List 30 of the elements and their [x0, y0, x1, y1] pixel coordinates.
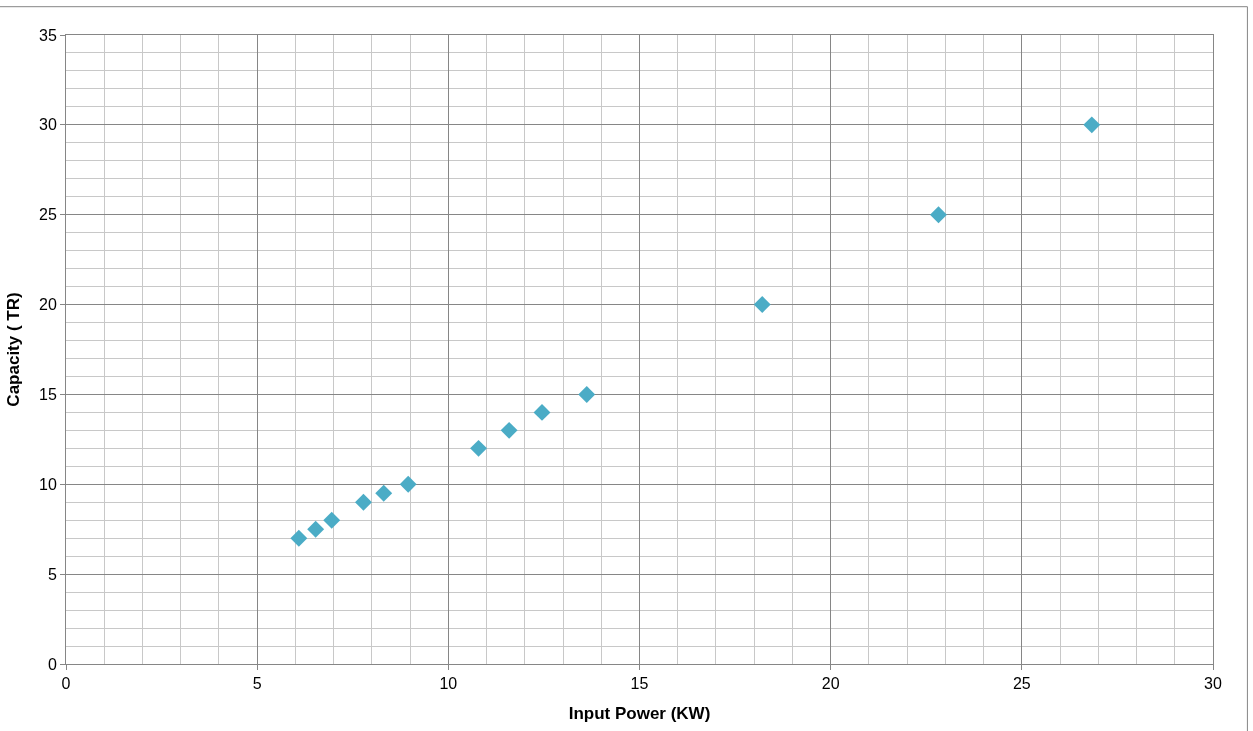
point — [753, 296, 771, 314]
point — [290, 529, 308, 547]
y-tick-label: 20 — [39, 296, 57, 314]
point — [323, 511, 341, 529]
point — [533, 403, 551, 421]
y-tick-label: 5 — [47, 565, 57, 583]
y-tick-label: 35 — [39, 26, 57, 44]
x-tick-label: 25 — [1012, 675, 1031, 693]
y-tick-label: 15 — [39, 386, 57, 404]
point — [500, 421, 518, 439]
y-tick-label: 0 — [47, 655, 57, 673]
point — [1083, 116, 1101, 134]
x-tick-label: 30 — [1204, 675, 1222, 693]
point — [355, 493, 372, 511]
x-tick-label: 0 — [61, 675, 71, 693]
x-tick-label: 10 — [439, 675, 458, 693]
x-axis-title: Input Power (KW) — [568, 703, 711, 723]
y-tick-label: 10 — [39, 475, 57, 493]
x-tick-label: 5 — [252, 675, 262, 693]
point — [578, 385, 596, 403]
point — [399, 475, 417, 493]
point — [375, 484, 393, 502]
point — [930, 206, 947, 224]
x-tick-label: 15 — [630, 675, 649, 693]
y-tick-label: 30 — [39, 116, 57, 134]
y-tick-label: 25 — [39, 206, 57, 224]
x-tick-label: 20 — [821, 675, 840, 693]
point — [307, 520, 325, 538]
point — [470, 439, 487, 457]
y-axis-title: Capacity ( TR) — [3, 292, 23, 407]
